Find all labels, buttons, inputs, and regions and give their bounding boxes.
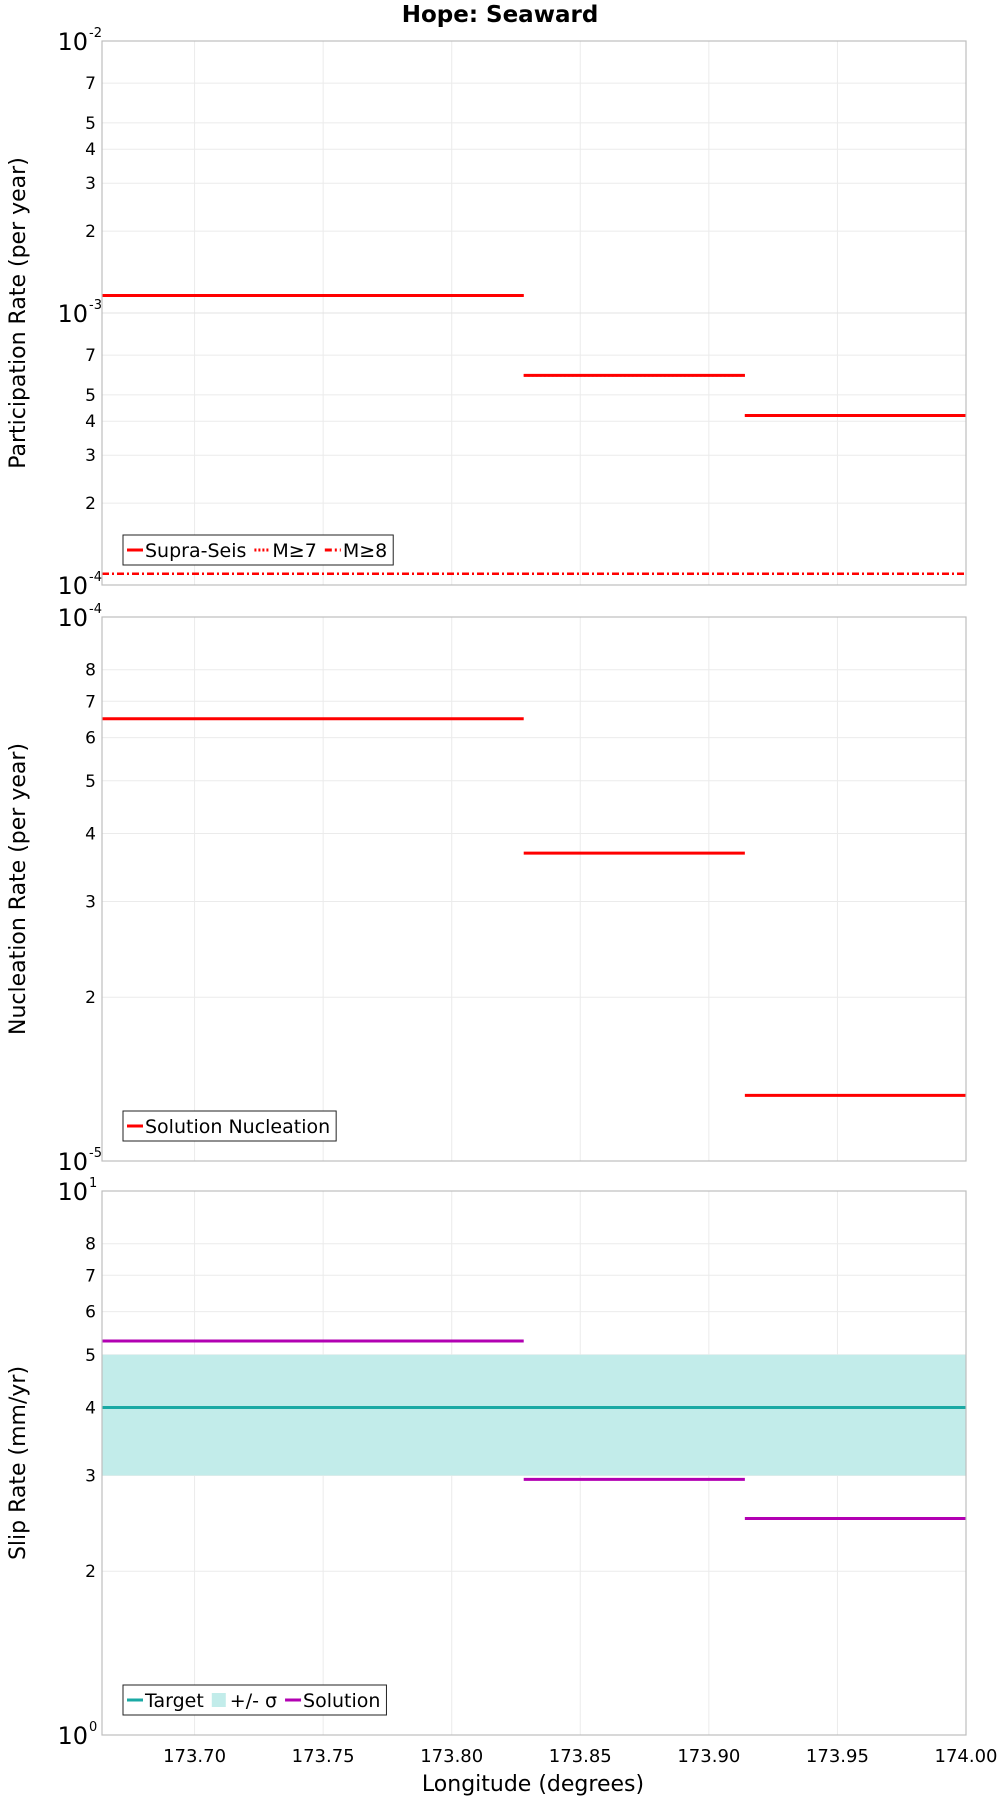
y-tick-label-exponent: -3	[89, 298, 102, 313]
x-axis-label: Longitude (degrees)	[422, 1772, 644, 1797]
y-tick-label-major: 10	[57, 1722, 88, 1750]
sigma-band	[102, 1354, 966, 1476]
y-tick-label-major: 10	[57, 1178, 88, 1206]
y-tick-label-exponent: -2	[89, 26, 102, 41]
figure-title: Hope: Seaward	[402, 2, 599, 28]
legend-label: Solution Nucleation	[145, 1116, 330, 1138]
y-tick-label-exponent: 0	[89, 1720, 97, 1735]
legend-slip: Target +/- σ Solution	[122, 1684, 387, 1716]
y-tick-label-major: 10	[57, 1148, 88, 1176]
legend-label: M≥7	[272, 540, 316, 562]
x-tick-label: 173.70	[163, 1746, 226, 1767]
y-tick-label: 5	[85, 386, 96, 406]
plot-area	[102, 617, 966, 1161]
y-tick-label: 8	[85, 661, 96, 681]
y-tick-label: 2	[85, 988, 96, 1008]
y-tick-label: 6	[85, 729, 96, 749]
y-tick-label: 3	[85, 446, 96, 466]
y-tick-label: 3	[85, 1466, 96, 1486]
x-tick-label: 174.00	[935, 1746, 998, 1767]
y-tick-label-major: 10	[57, 604, 88, 632]
y-tick-label-major: 10	[57, 300, 88, 328]
plot-frame	[101, 1190, 967, 1736]
y-tick-label: 2	[85, 494, 96, 514]
legend-label: +/- σ	[230, 1690, 277, 1712]
y-tick-label-exponent: 1	[89, 1176, 97, 1191]
y-tick-label: 4	[85, 824, 96, 844]
y-tick-label: 5	[85, 114, 96, 134]
y-tick-label: 2	[85, 222, 96, 242]
y-tick-label: 4	[85, 412, 96, 432]
y-tick-label-exponent: -5	[89, 1146, 102, 1161]
legend-frame	[122, 534, 394, 566]
y-tick-label: 5	[85, 772, 96, 792]
y-tick-label: 2	[85, 1562, 96, 1582]
y-tick-label: 3	[85, 892, 96, 912]
legend-label: Target	[144, 1690, 204, 1712]
y-tick-label: 5	[85, 1346, 96, 1366]
legend-participation: Supra-Seis M≥7 M≥8	[122, 534, 394, 566]
x-tick-label: 173.75	[292, 1746, 355, 1767]
x-tick-label: 173.85	[549, 1746, 612, 1767]
x-tick-label: 173.80	[420, 1746, 483, 1767]
y-tick-label: 7	[85, 74, 96, 94]
y-tick-label: 7	[85, 692, 96, 712]
legend-frame	[122, 1110, 337, 1142]
legend-label: Supra-Seis	[145, 540, 246, 562]
y-axis-label: Nucleation Rate (per year)	[6, 743, 31, 1035]
x-tick-label: 173.90	[677, 1746, 740, 1767]
legend-label: M≥8	[343, 540, 387, 562]
y-tick-label-major: 10	[57, 28, 88, 56]
y-tick-label: 7	[85, 346, 96, 366]
legend-label: Solution	[303, 1690, 380, 1712]
y-tick-label-exponent: -4	[89, 570, 102, 585]
y-tick-label: 6	[85, 1303, 96, 1323]
legend-swatch	[211, 1693, 226, 1707]
legend-nucleation: Solution Nucleation	[122, 1110, 337, 1142]
y-tick-label-major: 10	[57, 572, 88, 600]
plot-frame	[101, 40, 967, 586]
y-tick-label: 4	[85, 1398, 96, 1418]
y-axis-label: Slip Rate (mm/yr)	[6, 1366, 31, 1560]
y-axis-label: Participation Rate (per year)	[6, 157, 31, 469]
plot-frame	[101, 616, 967, 1162]
y-tick-label: 3	[85, 174, 96, 194]
legend-frame	[122, 1684, 387, 1716]
y-tick-label: 8	[85, 1235, 96, 1255]
y-tick-label-exponent: -4	[89, 602, 102, 617]
x-tick-label: 173.95	[806, 1746, 869, 1767]
y-tick-label: 7	[85, 1266, 96, 1286]
y-tick-label: 4	[85, 140, 96, 160]
